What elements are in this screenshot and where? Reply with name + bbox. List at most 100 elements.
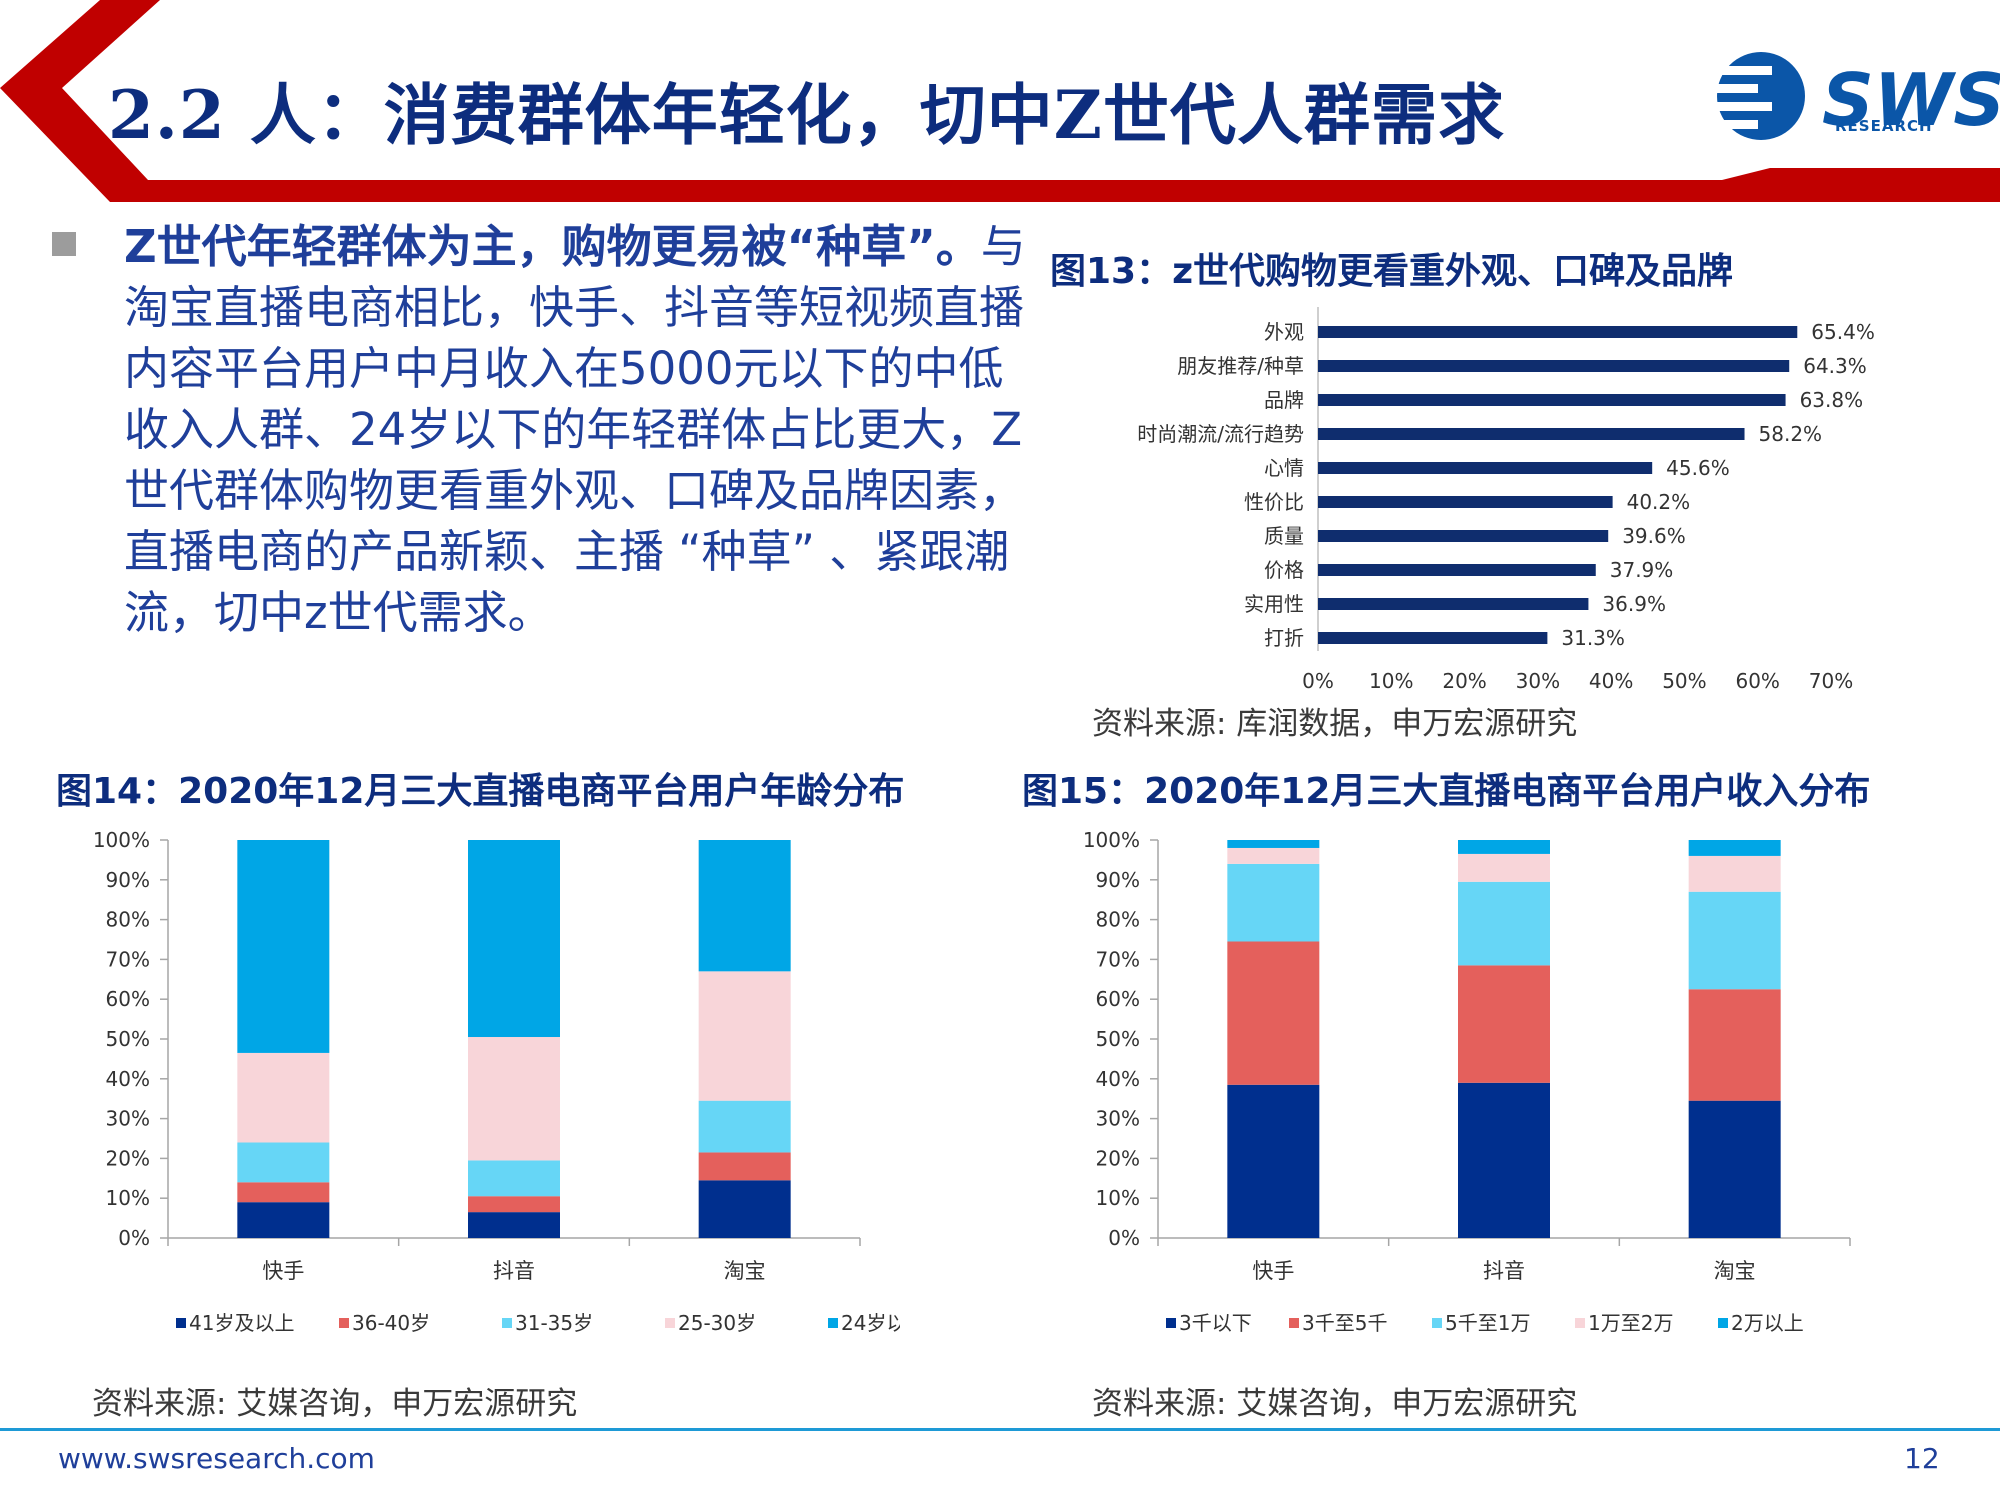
fig15-legend-label: 3千至5千 — [1302, 1311, 1387, 1335]
fig14-title: 图14：2020年12月三大直播电商平台用户年龄分布 — [56, 771, 905, 812]
fig15-y-tick: 80% — [1096, 908, 1140, 932]
fig13-category-label: 时尚潮流/流行趋势 — [1137, 422, 1304, 446]
fig14-bar-segment — [468, 840, 560, 1038]
fig13-bar — [1318, 360, 1790, 372]
fig13-category-label: 价格 — [1264, 558, 1304, 582]
fig15-legend-swatch — [1575, 1318, 1585, 1328]
fig13-x-tick: 10% — [1369, 669, 1413, 693]
sws-logo-icon — [1712, 52, 1805, 140]
fig13-category-label: 打折 — [1264, 626, 1304, 650]
fig14-bar-segment — [468, 1160, 560, 1197]
page-number: 12 — [1904, 1442, 1940, 1475]
fig14-source: 资料来源: 艾媒咨询，申万宏源研究 — [92, 1386, 578, 1422]
fig15-source: 资料来源: 艾媒咨询，申万宏源研究 — [1092, 1386, 1578, 1422]
logo-subtitle: RESEARCH — [1835, 117, 1933, 135]
fig14-y-tick: 80% — [106, 908, 150, 932]
fig15-bar-segment — [1227, 863, 1320, 942]
fig15-bar-segment — [1458, 840, 1550, 854]
fig14-bar-segment — [468, 1196, 560, 1213]
fig13-data-label: 64.3% — [1803, 354, 1867, 378]
fig15-legend-label: 5千至1万 — [1445, 1311, 1530, 1335]
fig15-category-label: 淘宝 — [1714, 1259, 1756, 1283]
fig14-category-label: 抖音 — [493, 1259, 535, 1283]
fig14-bar-segment — [237, 1182, 330, 1203]
fig15-legend-label: 2万以上 — [1731, 1311, 1804, 1335]
fig13-x-tick: 50% — [1662, 669, 1706, 693]
fig15-y-tick: 60% — [1096, 987, 1140, 1011]
fig14-y-tick: 50% — [106, 1027, 150, 1051]
fig15-legend-label: 1万至2万 — [1588, 1311, 1673, 1335]
fig15-bar-segment — [1458, 965, 1550, 1083]
fig15-y-tick: 70% — [1096, 947, 1140, 971]
fig13-data-label: 36.9% — [1602, 592, 1666, 616]
bullet-square-icon — [52, 232, 76, 256]
fig15-title: 图15：2020年12月三大直播电商平台用户收入分布 — [1022, 771, 1871, 812]
fig13-source: 资料来源: 库润数据，申万宏源研究 — [1092, 706, 1578, 742]
fig13-bar — [1318, 394, 1786, 406]
fig14-y-tick: 0% — [118, 1226, 150, 1250]
fig15-bar-segment — [1688, 1100, 1781, 1238]
fig14-bar-segment — [237, 1052, 330, 1143]
fig15-bar-segment — [1227, 840, 1320, 848]
fig13-chart: 外观 65.4% 朋友推荐/种草 64.3% 品牌 63.8% 时尚潮流/流行趋势 58.2%… — [1137, 307, 1875, 693]
fig13-bar — [1318, 462, 1653, 474]
fig13-x-tick: 60% — [1735, 669, 1779, 693]
fig14-bar-segment — [237, 1202, 330, 1238]
fig13-data-label: 37.9% — [1610, 558, 1674, 582]
fig13-data-label: 31.3% — [1561, 626, 1625, 650]
fig13-x-tick: 20% — [1442, 669, 1486, 693]
fig14-legend-swatch — [828, 1318, 838, 1328]
fig15-y-tick: 50% — [1096, 1027, 1140, 1051]
fig14-y-tick: 100% — [93, 828, 150, 852]
footer-url[interactable]: www.swsresearch.com — [58, 1442, 375, 1475]
fig15-legend-swatch — [1432, 1318, 1442, 1328]
fig15-bar-segment — [1688, 891, 1781, 990]
fig14-legend-swatch — [339, 1318, 349, 1328]
fig13-category-label: 朋友推荐/种草 — [1177, 354, 1304, 378]
fig14-legend-label: 24岁以下 — [841, 1311, 900, 1335]
fig14-category-label: 快手 — [262, 1259, 304, 1283]
fig13-data-label: 63.8% — [1800, 388, 1864, 412]
page-title: 2.2 人：消费群体年轻化，切中Z世代人群需求 — [108, 76, 1505, 154]
footer-rule — [0, 1428, 2000, 1431]
fig14-legend-swatch — [502, 1318, 512, 1328]
fig14-y-tick: 10% — [106, 1186, 150, 1210]
fig15-bar-segment — [1458, 853, 1550, 882]
fig13-bar — [1318, 530, 1609, 542]
fig15-legend-swatch — [1166, 1318, 1176, 1328]
fig13-category-label: 性价比 — [1244, 490, 1304, 514]
logo-text: SWS — [1822, 58, 2000, 142]
fig15-y-tick: 0% — [1108, 1226, 1140, 1250]
fig14-y-tick: 90% — [106, 868, 150, 892]
fig14-bar-segment — [468, 1212, 560, 1238]
fig13-category-label: 实用性 — [1244, 592, 1304, 616]
fig13-category-label: 外观 — [1264, 320, 1304, 344]
fig13-category-label: 质量 — [1264, 524, 1304, 548]
fig15-legend-swatch — [1718, 1318, 1728, 1328]
fig15-bar-segment — [1688, 855, 1781, 892]
intro-paragraph: Z世代年轻群体为主，购物更易被“种草”。与淘宝直播电商相比，快手、抖音等短视频直… — [124, 216, 1048, 643]
fig14-legend-label: 25-30岁 — [678, 1311, 756, 1335]
fig14-bar-segment — [237, 1142, 330, 1183]
fig15-bar-segment — [1227, 1084, 1320, 1238]
fig13-data-label: 58.2% — [1759, 422, 1823, 446]
fig14-y-tick: 70% — [106, 947, 150, 971]
fig14-chart: 0% 10% 20% 30% 40% 50% 60% 70% 80% 90% 100% 快手 抖音 淘宝 4… — [93, 828, 900, 1335]
fig13-data-label: 39.6% — [1622, 524, 1686, 548]
fig13-bar — [1318, 326, 1798, 338]
fig15-bar-segment — [1458, 881, 1550, 966]
fig14-y-tick: 60% — [106, 987, 150, 1011]
fig14-bar-segment — [468, 1037, 560, 1161]
fig14-y-tick: 20% — [106, 1146, 150, 1170]
fig13-bar — [1318, 632, 1548, 644]
fig15-y-tick: 10% — [1096, 1186, 1140, 1210]
fig15-bar-segment — [1458, 1082, 1550, 1238]
intro-lead: Z世代年轻群体为主，购物更易被“种草”。 — [124, 220, 981, 273]
fig14-y-tick: 30% — [106, 1107, 150, 1131]
fig14-legend-label: 36-40岁 — [352, 1311, 430, 1335]
fig13-category-label: 品牌 — [1264, 388, 1304, 412]
fig15-y-tick: 20% — [1096, 1146, 1140, 1170]
fig13-bar — [1318, 496, 1613, 508]
fig15-y-tick: 90% — [1096, 868, 1140, 892]
fig13-data-label: 45.6% — [1666, 456, 1730, 480]
